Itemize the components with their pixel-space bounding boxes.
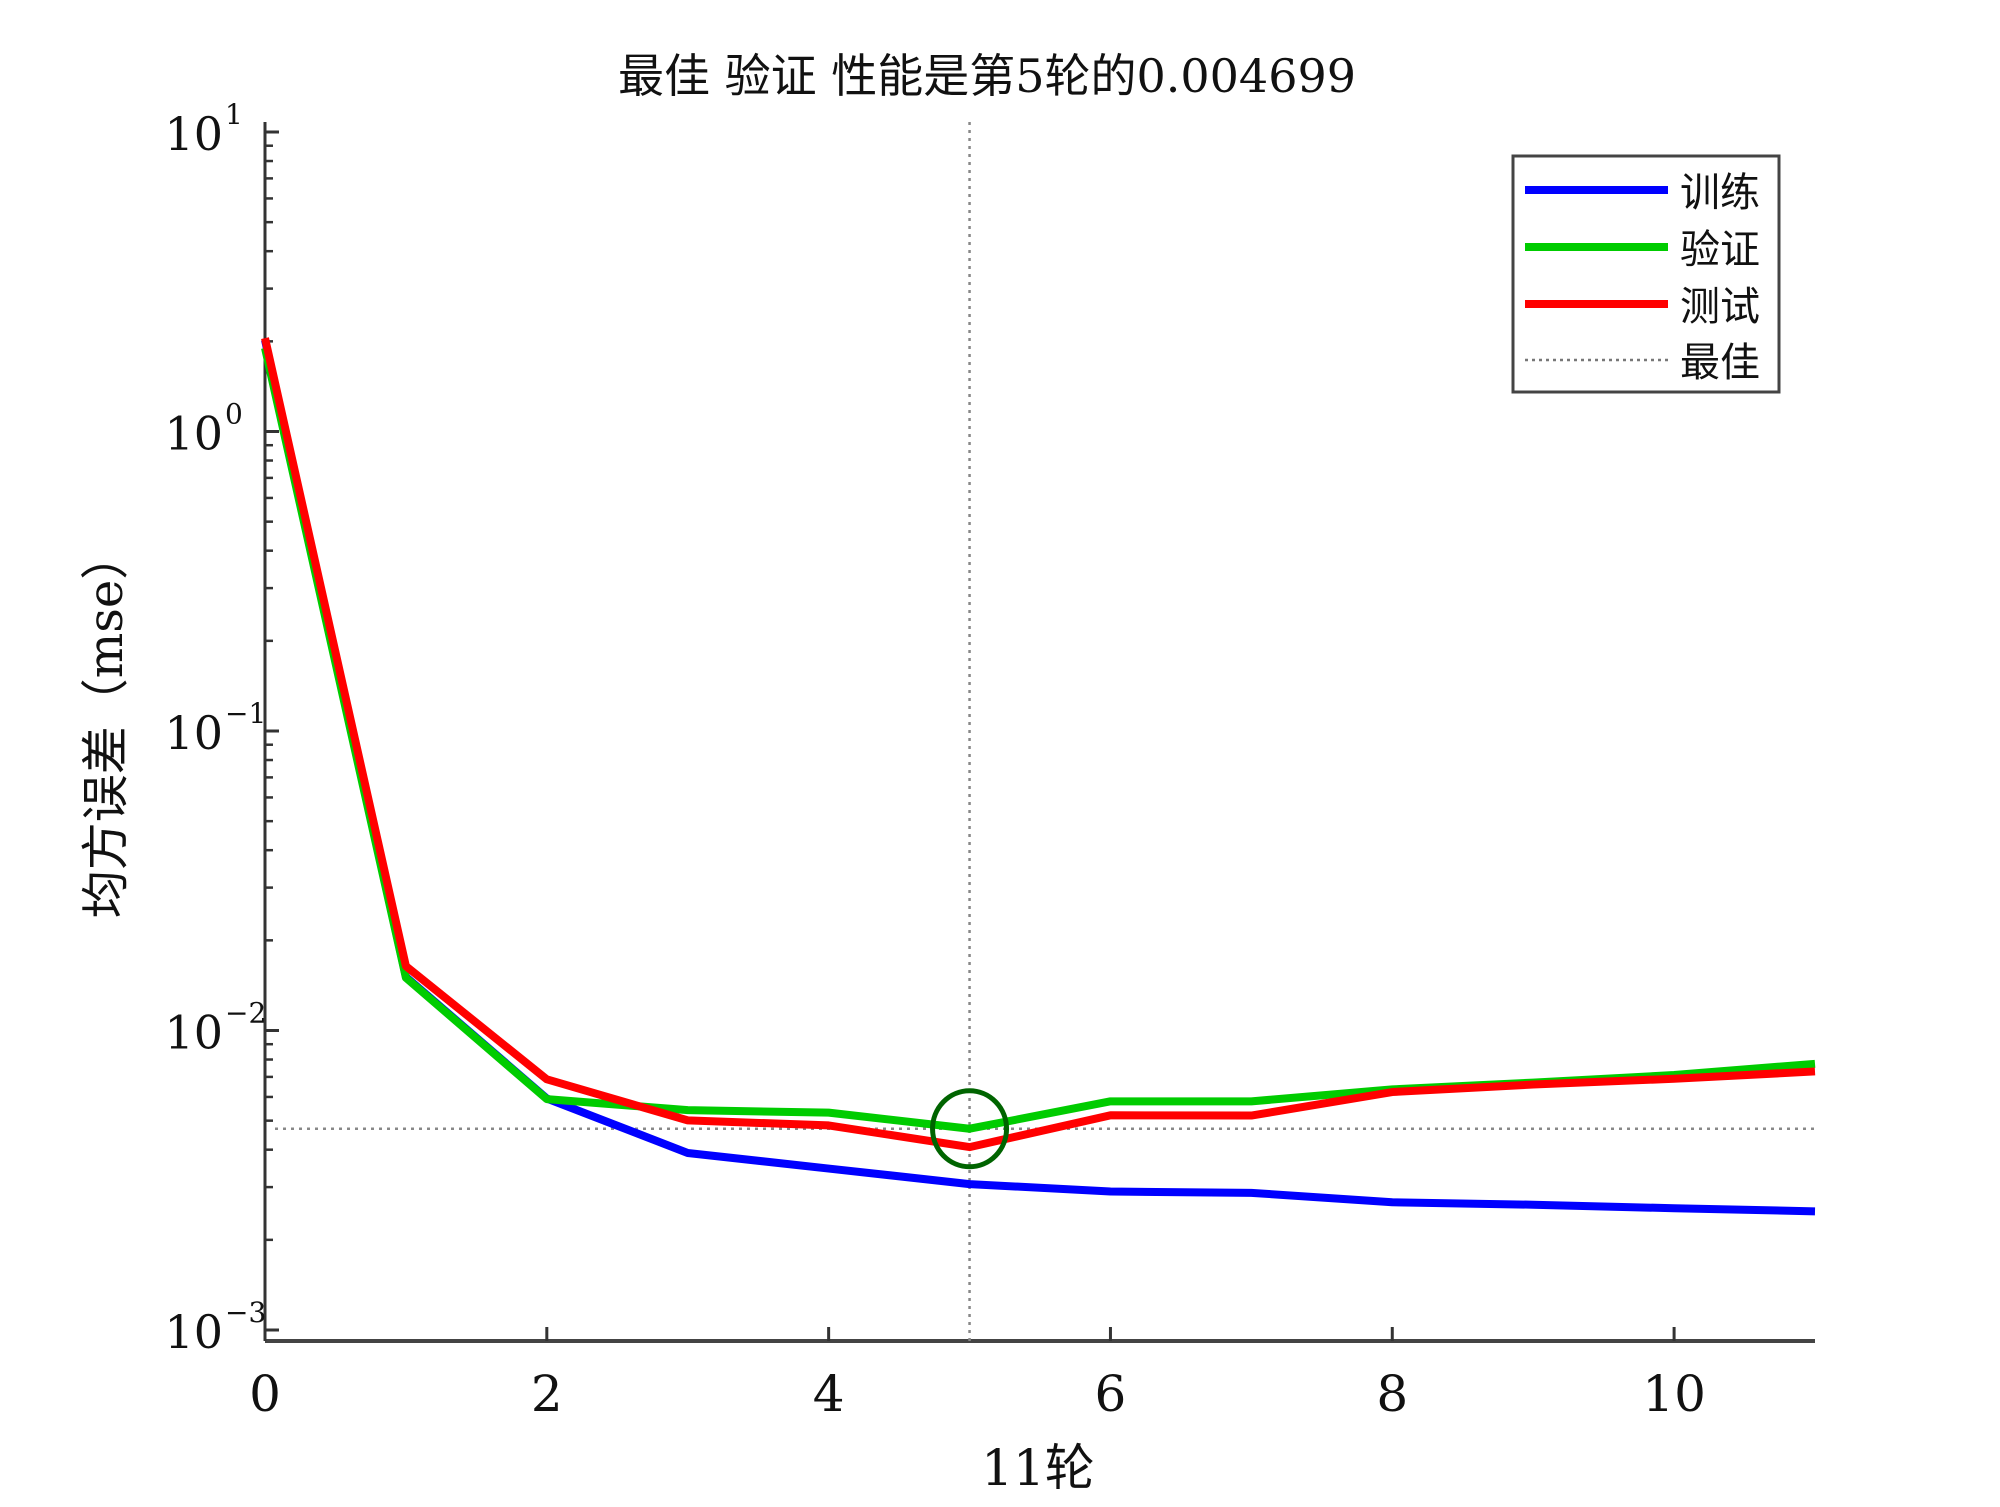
x-tick-label: 4: [813, 1365, 845, 1423]
axes: 10 110 010 −110 −210 −30 2 4 6 8 10: [164, 98, 1815, 1423]
y-tick-label: 10: [164, 706, 223, 760]
y-tick-label-exponent: 0: [225, 398, 243, 431]
x-axis-label: 11轮: [981, 1439, 1095, 1497]
y-tick-label: 10: [164, 107, 223, 161]
y-tick-label-exponent: 1: [225, 98, 243, 131]
legend-label-train: 训练: [1680, 170, 1760, 216]
test-line: [261, 337, 1816, 1152]
legend-label-validation: 验证: [1680, 227, 1760, 273]
x-tick-label: 2: [531, 1365, 563, 1423]
y-tick-label: 10: [164, 1006, 223, 1060]
y-tick-label: 10: [164, 407, 223, 461]
y-tick-label-exponent: −3: [225, 1296, 266, 1329]
chart-title: 最佳 验证 性能是第5轮的0.004699: [618, 49, 1356, 103]
x-tick-label: 10: [1642, 1365, 1706, 1423]
validation-line: [261, 347, 1816, 1133]
legend-label-best: 最佳: [1680, 340, 1760, 386]
y-tick-label-exponent: −1: [225, 697, 266, 730]
legend-label-test: 测试: [1680, 284, 1760, 330]
x-tick-label: 6: [1095, 1365, 1127, 1423]
best-point-marker: [930, 1088, 1010, 1170]
y-axis-label: 均方误差（mse）: [78, 532, 134, 919]
series-lines: [261, 122, 1816, 1341]
x-tick-label: 0: [249, 1365, 281, 1423]
x-tick-label: 8: [1376, 1365, 1408, 1423]
y-tick-label: 10: [164, 1305, 223, 1359]
legend-box: [1511, 154, 1781, 394]
legend: 训练 验证 测试 最佳: [1511, 154, 1781, 394]
y-tick-label-exponent: −2: [225, 997, 266, 1030]
